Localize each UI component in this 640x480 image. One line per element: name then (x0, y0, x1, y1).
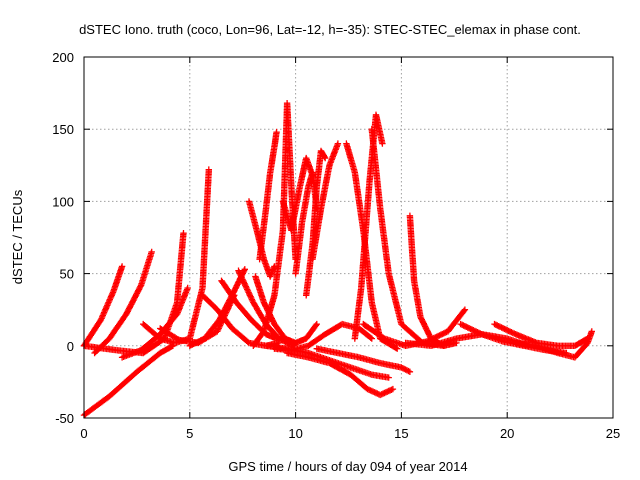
data-point-markers (80, 263, 126, 349)
data-point-markers (512, 328, 595, 361)
chart-title: dSTEC Iono. truth (coco, Lon=96, Lat=-12… (79, 22, 581, 37)
x-tick-label: 15 (394, 426, 408, 441)
data-point-markers (262, 342, 392, 381)
data-series (252, 273, 320, 347)
data-point-markers (252, 273, 320, 347)
x-tick-label: 20 (500, 426, 514, 441)
data-series (491, 320, 591, 349)
x-tick-label: 0 (80, 426, 87, 441)
x-tick-label: 5 (186, 426, 193, 441)
data-point-markers (283, 349, 397, 399)
data-series (262, 342, 392, 381)
data-series (256, 128, 280, 263)
y-tick-label: 50 (60, 267, 74, 282)
data-series (91, 248, 155, 357)
data-point-markers (368, 126, 447, 349)
plot-frame (83, 56, 614, 419)
y-tick-label: 100 (52, 194, 74, 209)
data-point-markers (309, 140, 342, 263)
data-point-markers (91, 248, 155, 357)
x-tick-label: 10 (288, 426, 302, 441)
y-axis-label: dSTEC / TECUs (10, 189, 25, 284)
y-tick-label: 200 (52, 50, 74, 65)
data-series (303, 147, 329, 299)
y-tick-label: 150 (52, 122, 74, 137)
data-point-markers (313, 345, 414, 375)
data-series (309, 140, 342, 263)
data-series (283, 349, 397, 399)
tick-labels: 0 5 10 15 20 25 -50 0 50 100 150 200 (52, 50, 620, 441)
data-point-markers (235, 267, 297, 349)
data-point-markers (256, 128, 280, 263)
y-tick-label: -50 (55, 411, 74, 426)
data-series (80, 263, 126, 349)
data-points (80, 100, 595, 419)
y-tick-label: 0 (67, 339, 74, 354)
data-point-markers (279, 154, 316, 234)
x-axis-label: GPS time / hours of day 094 of year 2014 (228, 459, 467, 474)
x-tick-label: 25 (606, 426, 620, 441)
data-series (235, 267, 297, 349)
data-series (512, 328, 595, 361)
data-series (368, 126, 447, 349)
data-series (313, 345, 414, 375)
data-point-markers (303, 147, 329, 299)
data-point-markers (491, 320, 591, 349)
data-series (279, 154, 316, 234)
